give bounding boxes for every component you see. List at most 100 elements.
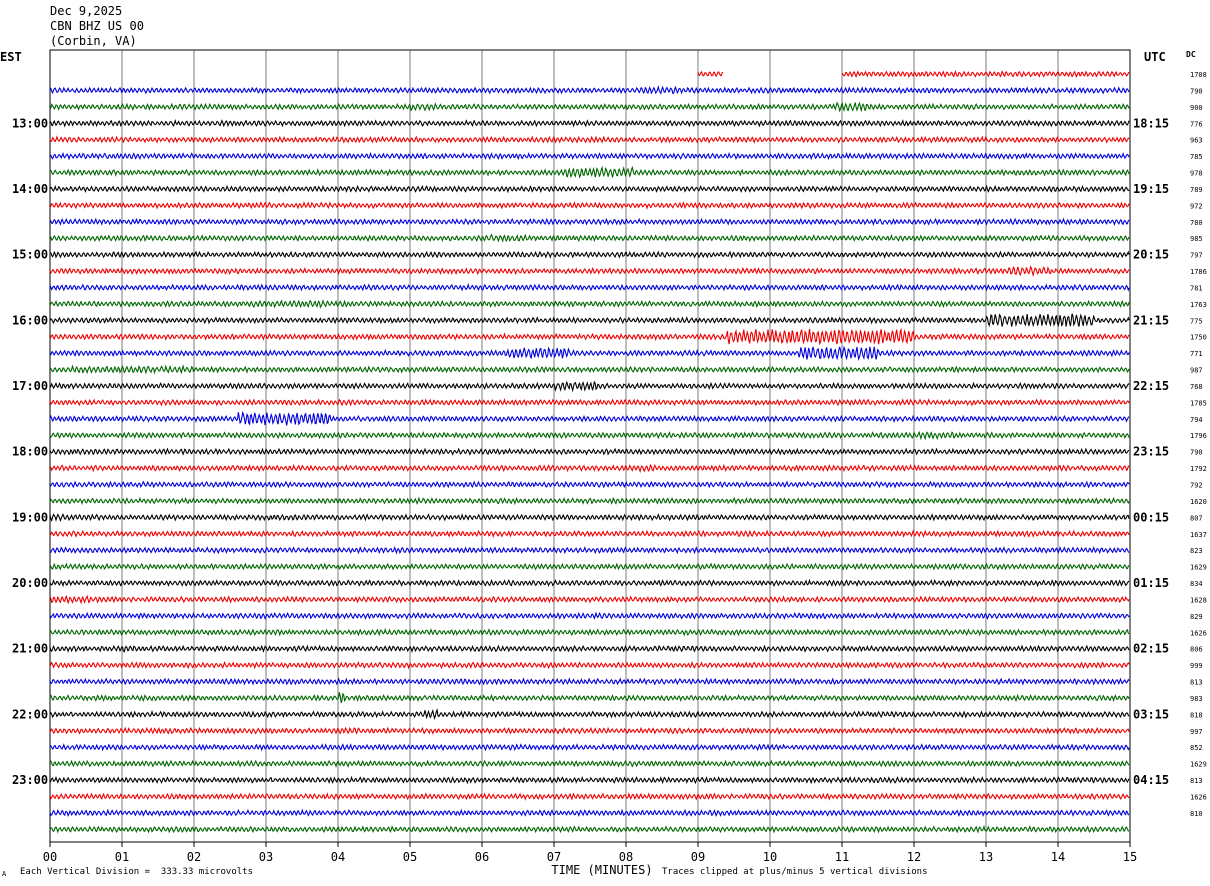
plot-frame — [49, 49, 1131, 843]
dc-offset-label: 1796 — [1190, 432, 1207, 440]
dc-offset-label: 1750 — [1190, 334, 1207, 342]
header-station: CBN BHZ US 00 — [50, 19, 144, 33]
seismic-trace-green — [49, 165, 1130, 179]
dc-offset-label: 978 — [1190, 170, 1203, 178]
dc-offset-label: 852 — [1190, 744, 1203, 752]
dc-offset-label: 797 — [1190, 252, 1203, 260]
x-tick-label: 03 — [259, 850, 273, 864]
seismic-trace-blue — [49, 677, 1130, 686]
left-hour-label: 18:00 — [12, 445, 48, 459]
seismic-trace-black — [49, 578, 1130, 588]
seismic-trace-red — [49, 726, 1130, 735]
dc-offset-label: 806 — [1190, 646, 1203, 654]
seismic-trace-green — [49, 233, 1130, 243]
seismic-trace-black — [49, 775, 1130, 785]
x-tick-label: 01 — [115, 850, 129, 864]
left-hour-label: 19:00 — [12, 510, 48, 524]
dc-offset-label: 1620 — [1190, 498, 1207, 506]
dc-offset-label: 983 — [1190, 695, 1203, 703]
seismic-trace-red — [49, 327, 1130, 346]
x-tick-label: 04 — [331, 850, 345, 864]
dc-offset-label: 1628 — [1190, 596, 1207, 604]
x-tick-label: 15 — [1123, 850, 1137, 864]
dc-offset-label: 790 — [1190, 449, 1203, 457]
seismic-trace-blue — [49, 151, 1130, 161]
seismic-trace-green — [49, 496, 1130, 506]
seismic-trace-red — [49, 660, 1130, 670]
seismic-trace-black — [49, 708, 1130, 721]
scale-note: Each Vertical Division = 333.33 microvol… — [20, 867, 253, 877]
dc-offset-label: 900 — [1190, 104, 1203, 112]
x-tick-label: 11 — [835, 850, 849, 864]
seismic-trace-blue — [49, 480, 1130, 489]
dc-offset-label: 1629 — [1190, 564, 1207, 572]
dc-offset-label: 972 — [1190, 202, 1203, 210]
seismic-trace-red — [697, 70, 1130, 79]
left-timezone-label: EST — [0, 50, 22, 64]
seismic-traces — [49, 70, 1130, 834]
x-tick-label: 05 — [403, 850, 417, 864]
right-hour-label: 21:15 — [1133, 313, 1169, 327]
seismic-trace-black — [49, 513, 1130, 523]
x-tick-label: 07 — [547, 850, 561, 864]
x-tick-label: 10 — [763, 850, 777, 864]
dc-offset-label: 771 — [1190, 350, 1203, 358]
seismic-trace-red — [49, 135, 1130, 144]
dc-offset-label: 999 — [1190, 662, 1203, 670]
seismic-trace-red — [49, 397, 1130, 407]
dc-offset-label: 775 — [1190, 317, 1203, 325]
seismic-trace-green — [49, 299, 1130, 309]
seismic-trace-black — [49, 250, 1130, 259]
clip-note: Traces clipped at plus/minus 5 vertical … — [662, 867, 928, 877]
dc-offset-label: 813 — [1190, 777, 1203, 785]
dc-offset-label: 776 — [1190, 120, 1203, 128]
seismic-trace-black — [49, 447, 1130, 456]
left-hour-label: 15:00 — [12, 248, 48, 262]
x-tick-label: 06 — [475, 850, 489, 864]
dc-offset-label: 985 — [1190, 235, 1203, 243]
dc-offset-label: 768 — [1190, 383, 1203, 391]
seismic-trace-blue — [49, 217, 1130, 226]
x-tick-label: 12 — [907, 850, 921, 864]
right-hour-label: 18:15 — [1133, 116, 1169, 130]
seismic-trace-blue — [49, 545, 1130, 555]
right-hour-label: 01:15 — [1133, 576, 1169, 590]
dc-offset-label: 829 — [1190, 613, 1203, 621]
seismic-trace-black — [49, 380, 1130, 393]
seismic-trace-red — [49, 265, 1130, 278]
seismic-trace-blue — [49, 808, 1130, 817]
seismic-trace-green — [49, 430, 1130, 441]
seismic-trace-green — [49, 824, 1130, 834]
dc-offset-label: 1626 — [1190, 629, 1207, 637]
right-hour-label: 22:15 — [1133, 379, 1169, 393]
seismic-trace-red — [49, 594, 1130, 605]
x-tick-label: 02 — [187, 850, 201, 864]
seismic-trace-blue — [49, 282, 1130, 292]
dc-offset-label: 1786 — [1190, 268, 1207, 276]
dc-offset-label: 1708 — [1190, 71, 1207, 79]
x-tick-label: 14 — [1051, 850, 1065, 864]
seismic-trace-green — [49, 627, 1130, 637]
dc-offset-label: 823 — [1190, 547, 1203, 555]
seismic-trace-green — [49, 562, 1130, 571]
seismic-trace-blue — [49, 743, 1130, 752]
dc-offset-label: 834 — [1190, 580, 1203, 588]
left-hour-label: 16:00 — [12, 313, 48, 327]
x-tick-label: 00 — [43, 850, 57, 864]
dc-offset-label: 790 — [1190, 87, 1203, 95]
seismic-trace-blue — [49, 345, 1130, 361]
right-hour-label: 02:15 — [1133, 642, 1169, 656]
dc-offset-label: 818 — [1190, 711, 1203, 719]
axis-labels: 00 01 02 03 04 05 06 07 08 09 10 11 12 13 14 15 1708 790 9… — [12, 71, 1207, 864]
seismic-trace-green — [49, 692, 1130, 704]
dc-offset-label: 1637 — [1190, 531, 1207, 539]
x-tick-label: 08 — [619, 850, 633, 864]
right-hour-label: 04:15 — [1133, 773, 1169, 787]
seismic-trace-green — [49, 364, 1130, 375]
corner-mark: A — [2, 870, 7, 878]
seismic-trace-black — [49, 118, 1130, 128]
dc-offset-label: 781 — [1190, 284, 1203, 292]
dc-offset-label: 807 — [1190, 514, 1203, 522]
plot-grid — [49, 49, 1131, 847]
